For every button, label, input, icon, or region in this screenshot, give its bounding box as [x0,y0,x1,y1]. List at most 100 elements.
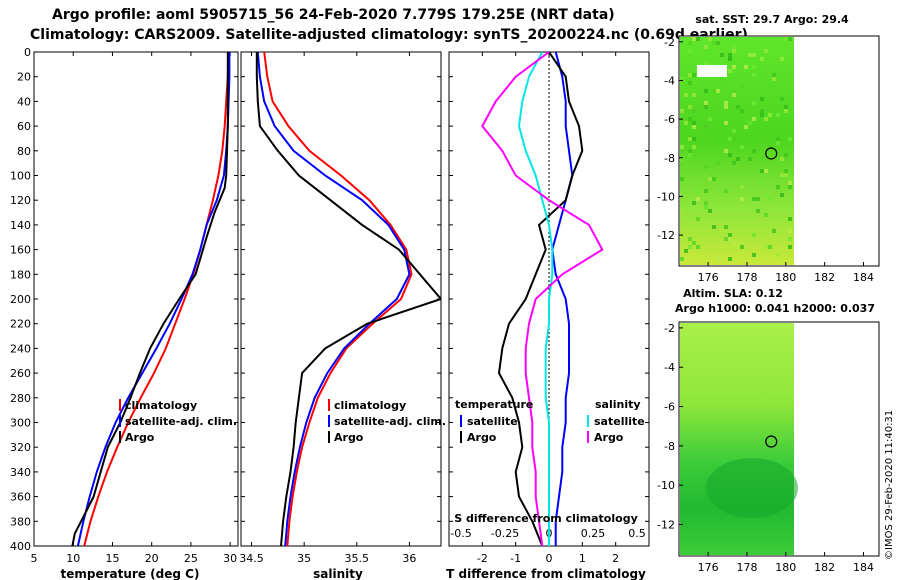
sst-pixel [692,93,696,97]
sst-pixel [788,137,792,141]
map-x-tick-label: 178 [736,271,757,284]
sst-pixel [680,209,684,213]
sst-pixel [760,109,764,113]
sst-pixel [760,141,764,145]
series-temperature-argo [497,52,584,546]
x-tick-label: 2 [612,552,619,565]
sst-pixel [760,57,764,61]
y-tick-label: 400 [10,540,31,553]
sst-pixel [740,245,744,249]
sst-pixel [692,121,696,125]
sst-pixel [692,125,696,129]
sst-pixel [732,49,736,53]
sst-pixel [752,149,756,153]
sst-pixel [724,189,728,193]
sst-pixel [692,73,696,77]
sst-pixel [728,69,732,73]
y-tick-label: 100 [10,170,31,183]
sst-land-mask [697,65,727,77]
sst-map-title: sat. SST: 29.7 Argo: 29.4 [695,13,849,26]
sst-pixel [752,65,756,69]
sst-pixel [680,145,684,149]
sst-pixel [720,77,724,81]
sst-pixel [764,213,768,217]
x-tick-label: 20 [145,552,159,565]
y-tick-label: 120 [10,194,31,207]
sst-pixel [780,193,784,197]
y-tick-label: 140 [10,219,31,232]
x-tick-label: 30 [223,552,237,565]
sst-pixel [728,233,732,237]
map-x-tick-label: 178 [736,561,757,574]
sla-map-title: Altim. SLA: 0.12 [683,287,783,300]
sst-pixel [776,137,780,141]
sst-pixel [716,161,720,165]
legend-climatology: climatology [125,399,197,412]
sst-pixel [756,197,760,201]
series-satellite-adj-clim- [256,52,411,546]
sst-pixel [716,257,720,261]
sst-pixel [696,197,700,201]
sst-pixel [680,77,684,81]
sst-pixel [760,169,764,173]
sst-pixel [776,185,780,189]
sst-pixel [692,201,696,205]
x-tick-label: 10 [66,552,80,565]
sst-pixel [704,201,708,205]
sla-map-subtitle: Argo h1000: 0.041 h2000: 0.037 [675,302,875,315]
s-diff-tick-label: -0.5 [450,527,471,540]
y-tick-label: 320 [10,441,31,454]
sst-pixel [716,41,720,45]
x-tick-label: 1 [579,552,586,565]
map-y-tick-label: -6 [664,401,675,414]
map-x-tick-label: 180 [775,561,796,574]
sst-pixel [688,237,692,241]
temperature-panel [33,51,239,547]
sst-pixel [744,125,748,129]
series-argo [255,52,441,546]
series-climatology [83,52,230,546]
sst-pixel [776,113,780,117]
sst-pixel [764,49,768,53]
sst-pixel [764,169,768,173]
sst-pixel [700,129,704,133]
x-tick-label: 5 [31,552,38,565]
sst-pixel [752,253,756,257]
sst-pixel [692,37,696,41]
map-x-tick-label: 182 [814,561,835,574]
sst-pixel [732,129,736,133]
sst-pixel [764,245,768,249]
sst-pixel [704,45,708,49]
sst-pixel [728,257,732,261]
sst-pixel [788,229,792,233]
sst-pixel [696,37,700,41]
sst-pixel [728,57,732,61]
plot-title-line2: Climatology: CARS2009. Satellite-adjuste… [30,27,748,43]
sst-pixel [708,209,712,213]
sst-pixel [692,145,696,149]
sst-pixel [732,45,736,49]
map-y-tick-label: -8 [664,440,675,453]
map-y-tick-label: -2 [664,322,675,335]
map-y-tick-label: -12 [657,519,675,532]
x-tick-label: 25 [184,552,198,565]
sst-pixel [688,137,692,141]
salinity-legend: climatology satellite-adj. clim. Argo [328,399,446,444]
sst-pixel [752,53,756,57]
legend-temperature-argo: Argo [467,431,497,444]
sst-pixel [712,41,716,45]
sst-pixel [768,197,772,201]
sst-pixel [724,225,728,229]
sst-pixel [760,113,764,117]
sst-pixel [784,37,788,41]
legend-header-temperature: temperature [455,398,533,411]
sst-pixel [704,89,708,93]
difference-legend: temperature salinity satellite Argo sate… [455,398,645,444]
sst-pixel [740,109,744,113]
x-tick-label: 15 [105,552,119,565]
sst-pixel [704,205,708,209]
sla-map-data [680,323,794,555]
sst-pixel [740,85,744,89]
sst-pixel [732,65,736,69]
